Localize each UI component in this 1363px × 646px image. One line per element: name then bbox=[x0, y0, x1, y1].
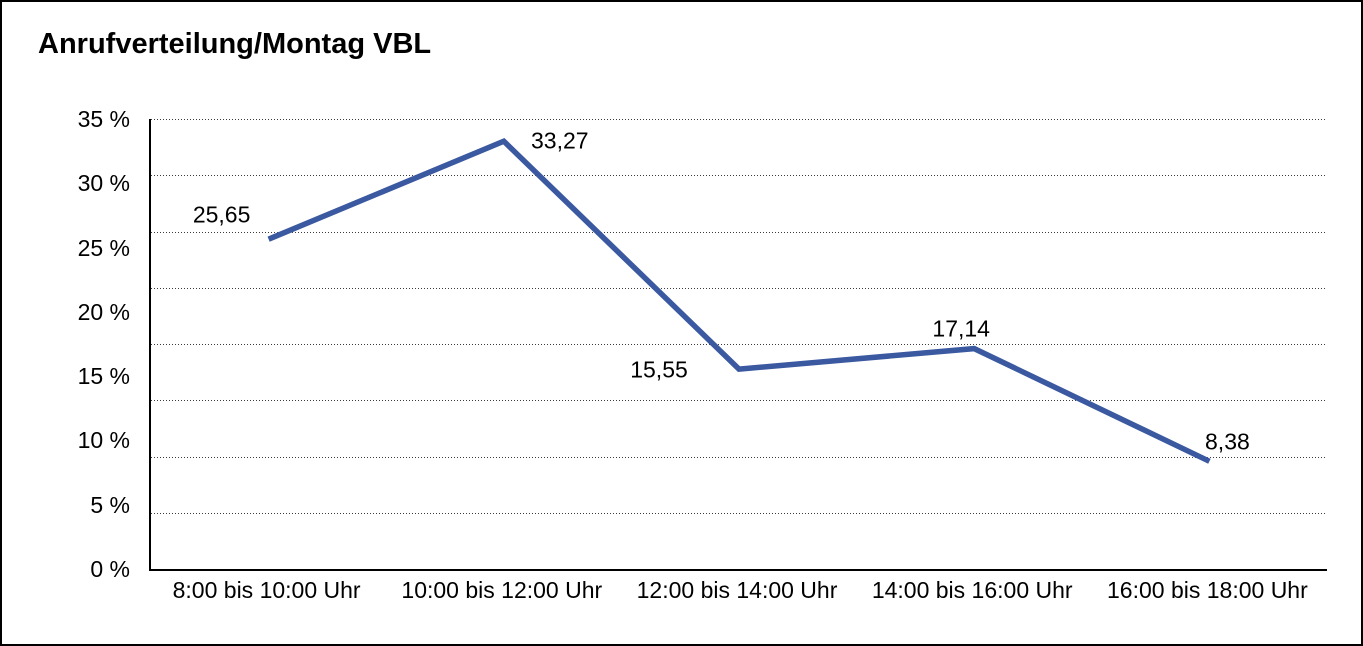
y-axis-tick-label: 5 % bbox=[90, 491, 130, 518]
y-axis-tick-label: 0 % bbox=[90, 556, 130, 582]
y-axis-tick-label: 20 % bbox=[77, 298, 130, 325]
x-axis-category-label: 8:00 bis 10:00 Uhr bbox=[172, 577, 361, 603]
plot-area: 25,65 33,27 15,55 17,14 8,38 bbox=[149, 119, 1327, 571]
line-series-svg bbox=[267, 137, 1211, 464]
data-point-label: 8,38 bbox=[1205, 428, 1250, 455]
gridline bbox=[151, 456, 1327, 458]
gridline bbox=[151, 344, 1327, 345]
y-axis-tick-label: 15 % bbox=[77, 363, 130, 390]
data-point-label: 25,65 bbox=[192, 201, 251, 228]
gridline bbox=[151, 119, 1327, 120]
y-axis-tick-label: 25 % bbox=[77, 234, 130, 261]
x-axis-category-label: 10:00 bis 12:00 Uhr bbox=[401, 577, 603, 603]
data-point-label: 33,27 bbox=[531, 127, 589, 154]
gridline bbox=[151, 512, 1327, 514]
y-axis-tick-label: 30 % bbox=[77, 170, 130, 197]
data-point-label: 17,14 bbox=[932, 315, 990, 342]
y-axis-tick-label: 35 % bbox=[77, 106, 130, 132]
x-axis-category-label: 16:00 bis 18:00 Uhr bbox=[1107, 577, 1308, 603]
gridline bbox=[151, 231, 1327, 233]
data-line bbox=[267, 137, 1211, 464]
data-point-label: 15,55 bbox=[630, 356, 688, 383]
gridline bbox=[151, 287, 1327, 289]
y-axis-tick-label: 10 % bbox=[77, 427, 130, 454]
chart-title: Anrufverteilung/Montag VBL bbox=[38, 28, 432, 60]
gridline bbox=[151, 175, 1327, 177]
gridline bbox=[151, 400, 1327, 402]
x-axis-category-label: 12:00 bis 14:00 Uhr bbox=[636, 577, 838, 603]
x-axis-category-label: 14:00 bis 16:00 Uhr bbox=[871, 577, 1073, 603]
